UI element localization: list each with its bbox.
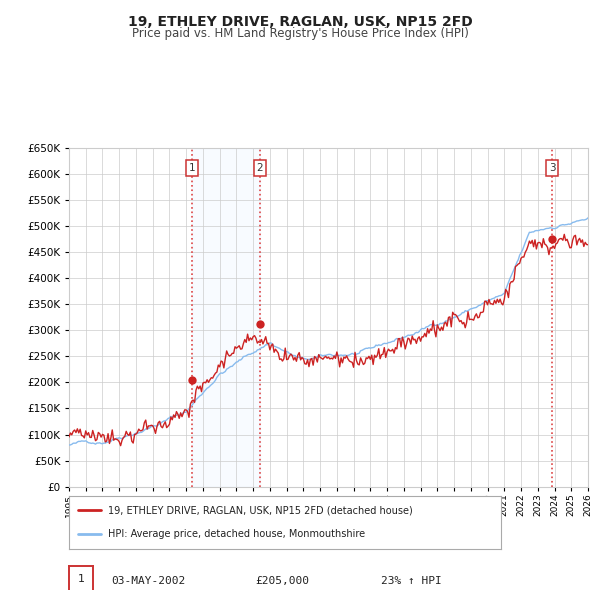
Text: 19, ETHLEY DRIVE, RAGLAN, USK, NP15 2FD: 19, ETHLEY DRIVE, RAGLAN, USK, NP15 2FD <box>128 15 472 29</box>
Text: 2: 2 <box>257 163 263 173</box>
Text: HPI: Average price, detached house, Monmouthshire: HPI: Average price, detached house, Monm… <box>108 529 365 539</box>
Text: £205,000: £205,000 <box>255 576 309 585</box>
Text: 03-MAY-2002: 03-MAY-2002 <box>111 576 185 585</box>
Text: Price paid vs. HM Land Registry's House Price Index (HPI): Price paid vs. HM Land Registry's House … <box>131 27 469 40</box>
Bar <box>192 148 260 487</box>
Text: 1: 1 <box>77 575 85 584</box>
Text: 1: 1 <box>189 163 196 173</box>
Text: 3: 3 <box>549 163 556 173</box>
Text: 23% ↑ HPI: 23% ↑ HPI <box>381 576 442 585</box>
Text: 19, ETHLEY DRIVE, RAGLAN, USK, NP15 2FD (detached house): 19, ETHLEY DRIVE, RAGLAN, USK, NP15 2FD … <box>108 506 413 516</box>
